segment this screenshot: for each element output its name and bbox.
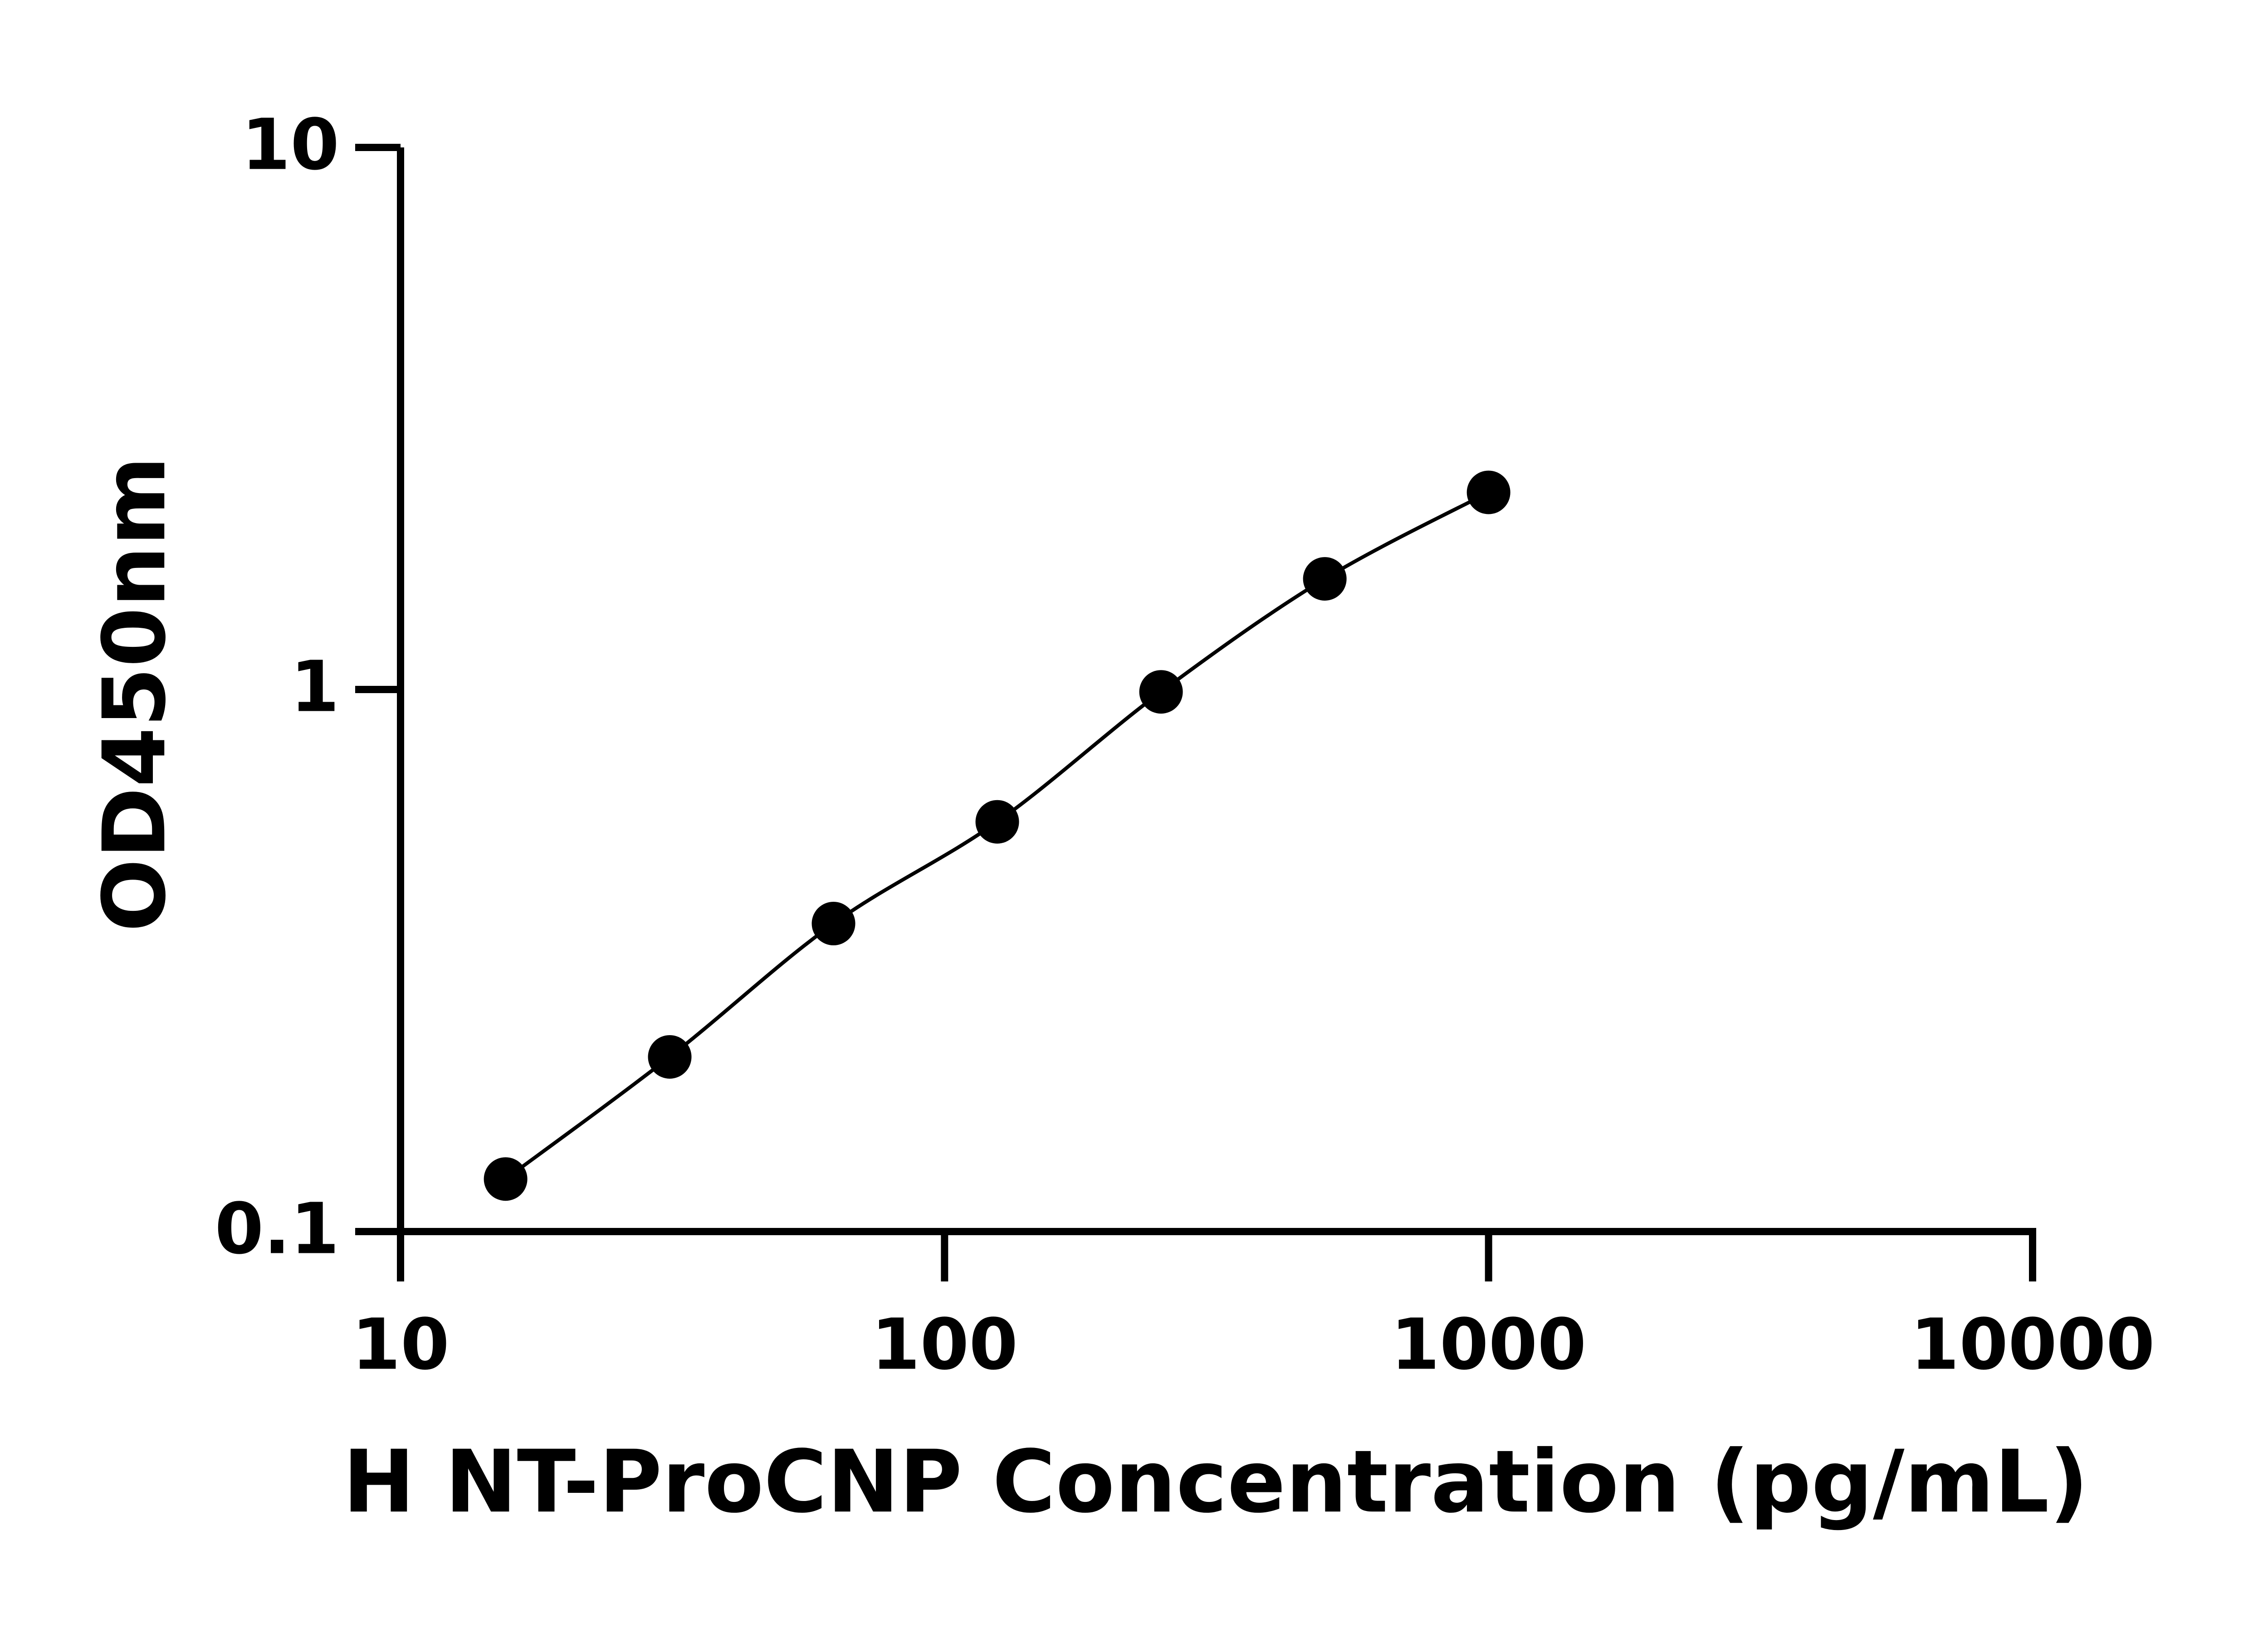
y-axis-title: OD450nm — [84, 456, 185, 932]
data-point — [975, 800, 1019, 844]
x-tick-label: 1000 — [1391, 1303, 1586, 1385]
data-point — [1466, 470, 1510, 514]
x-tick-label: 100 — [871, 1303, 1018, 1385]
y-tick-label: 10 — [241, 103, 339, 186]
x-axis-title: H NT-ProCNP Concentration (pg/mL) — [343, 1432, 2089, 1532]
y-tick-label: 1 — [290, 645, 339, 728]
y-tick-label: 0.1 — [215, 1188, 339, 1270]
data-point — [811, 901, 855, 945]
data-point — [648, 1035, 692, 1079]
data-point — [1303, 557, 1347, 601]
x-tick-label: 10000 — [1910, 1303, 2155, 1385]
x-tick-label: 10 — [352, 1303, 450, 1385]
data-point — [1139, 670, 1183, 714]
data-point — [484, 1157, 528, 1201]
